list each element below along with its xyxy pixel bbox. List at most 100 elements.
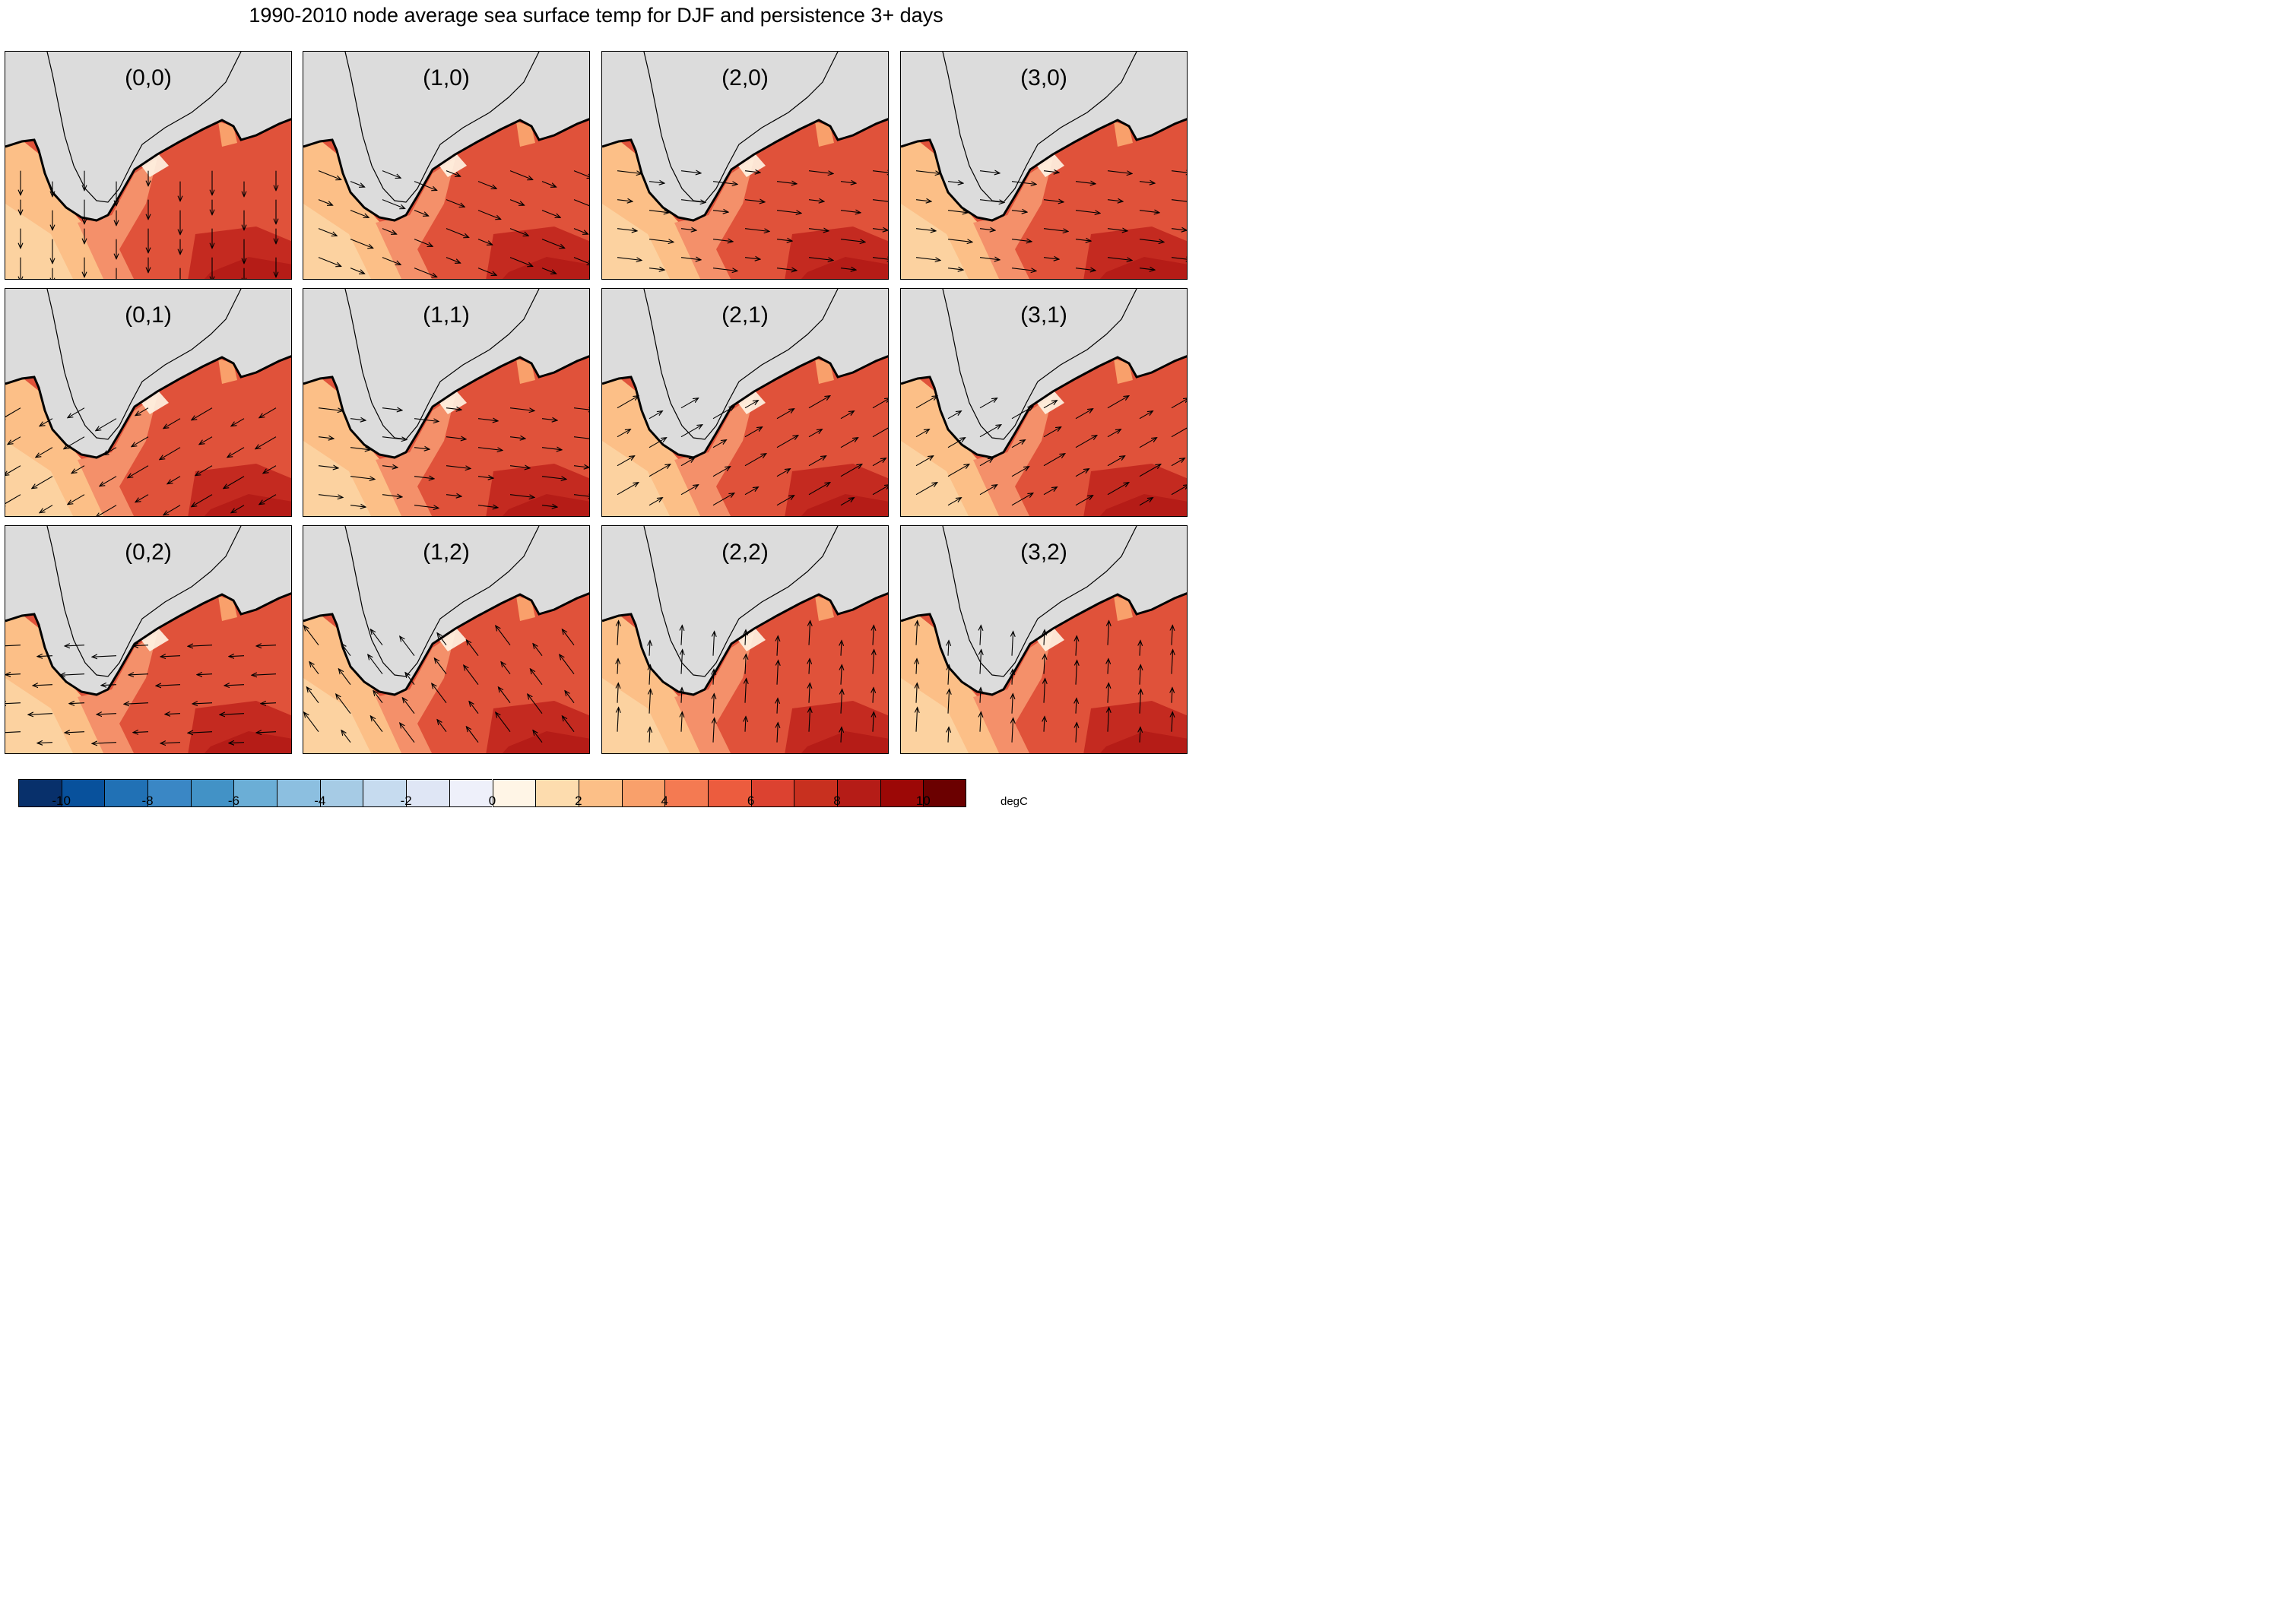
wind-arrow (65, 732, 85, 733)
wind-arrow (1139, 464, 1161, 477)
panel-label: (1,1) (423, 303, 470, 328)
wind-vectors (318, 408, 589, 509)
wind-arrow (947, 182, 963, 183)
wind-arrow (414, 210, 429, 216)
wind-arrow (338, 669, 351, 685)
wind-arrow (469, 702, 479, 714)
wind-arrow (915, 396, 937, 409)
wind-arrow (915, 200, 931, 201)
colorbar-tick-label: 4 (661, 794, 668, 808)
wind-arrow (382, 199, 405, 209)
wind-arrow (509, 257, 533, 267)
inland-boundary (643, 52, 839, 203)
wind-vectors (5, 645, 277, 744)
wind-arrow (382, 436, 407, 440)
wind-arrow (681, 650, 683, 674)
wind-arrow (1171, 199, 1187, 202)
wind-arrow (617, 170, 642, 174)
wind-arrow (681, 626, 682, 645)
wind-arrow (573, 495, 589, 497)
colorbar-units: degC (1001, 795, 1028, 808)
wind-arrow (1012, 632, 1013, 656)
colorbar-swatch (449, 779, 493, 807)
wind-arrow (5, 645, 21, 647)
wind-arrow (948, 689, 950, 714)
wind-arrow (541, 239, 565, 249)
wind-arrow (947, 464, 969, 477)
wind-arrow (1043, 401, 1057, 409)
wind-arrow (979, 485, 997, 496)
wind-arrow (1076, 699, 1077, 714)
wind-arrow (382, 228, 397, 234)
colorbar-tick-label: -8 (141, 794, 154, 808)
wind-arrow (32, 476, 53, 489)
wind-arrow (1139, 411, 1153, 420)
wind-arrow (400, 723, 415, 743)
wind-arrow (1076, 723, 1077, 743)
wind-arrow (382, 466, 398, 467)
wind-arrow (28, 714, 53, 715)
wind-arrow (68, 494, 85, 505)
wind-arrow (745, 717, 746, 732)
wind-arrow (8, 436, 21, 445)
sst-map (602, 52, 888, 279)
wind-arrow (1075, 268, 1096, 271)
wind-arrow (509, 228, 528, 236)
wind-arrow (617, 621, 619, 645)
wind-arrow (1107, 170, 1132, 174)
wind-arrow (350, 239, 373, 249)
colorbar-swatch (578, 779, 622, 807)
wind-arrow (573, 408, 589, 410)
wind-arrow (744, 454, 766, 467)
wind-arrow (530, 669, 543, 685)
sst-map (303, 52, 589, 279)
wind-arrow (1075, 182, 1096, 184)
map-panel: (3,1) (900, 288, 1188, 517)
wind-arrow (541, 419, 557, 420)
map-panel: (1,1) (303, 288, 590, 517)
wind-arrow (509, 466, 530, 468)
wind-arrow (680, 171, 701, 173)
inland-boundary (344, 526, 540, 677)
colorbar-tick-label: -2 (400, 794, 412, 808)
wind-arrow (573, 228, 588, 234)
wind-arrow (617, 483, 639, 496)
colorbar-swatch (836, 779, 880, 807)
wind-vectors (5, 407, 277, 516)
wind-arrow (1012, 694, 1013, 714)
wind-arrow (368, 654, 383, 674)
wind-arrow (776, 210, 801, 214)
wind-arrow (318, 494, 343, 498)
wind-arrow (263, 465, 277, 474)
wind-arrow (1139, 268, 1155, 270)
wind-arrow (777, 661, 779, 685)
wind-arrow (649, 464, 671, 477)
wind-arrow (477, 239, 493, 245)
panel-label: (2,0) (721, 65, 769, 90)
panel-label: (3,0) (1020, 65, 1067, 90)
wind-arrow (1011, 211, 1027, 212)
wind-vectors (318, 170, 589, 277)
wind-arrow (649, 641, 650, 656)
wind-arrow (649, 727, 650, 743)
wind-arrow (873, 688, 874, 703)
wind-arrow (809, 683, 810, 703)
wind-arrow (915, 257, 940, 261)
panel-label: (0,1) (125, 303, 172, 328)
wind-arrow (1075, 239, 1091, 241)
panel-label: (3,2) (1020, 540, 1067, 565)
panel-label: (2,1) (721, 303, 769, 328)
map-panel: (3,2) (900, 525, 1188, 754)
wind-arrow (541, 448, 562, 450)
wind-arrow (382, 257, 401, 265)
wind-arrow (255, 436, 277, 449)
wind-arrow (1139, 239, 1164, 242)
wind-vectors (915, 170, 1187, 271)
wind-arrow (1139, 182, 1155, 183)
wind-arrow (60, 674, 85, 676)
panel-label: (1,2) (423, 540, 470, 565)
wind-arrow (477, 505, 498, 508)
wind-arrow (712, 493, 734, 506)
sst-map (901, 526, 1187, 753)
wind-arrow (915, 170, 940, 174)
